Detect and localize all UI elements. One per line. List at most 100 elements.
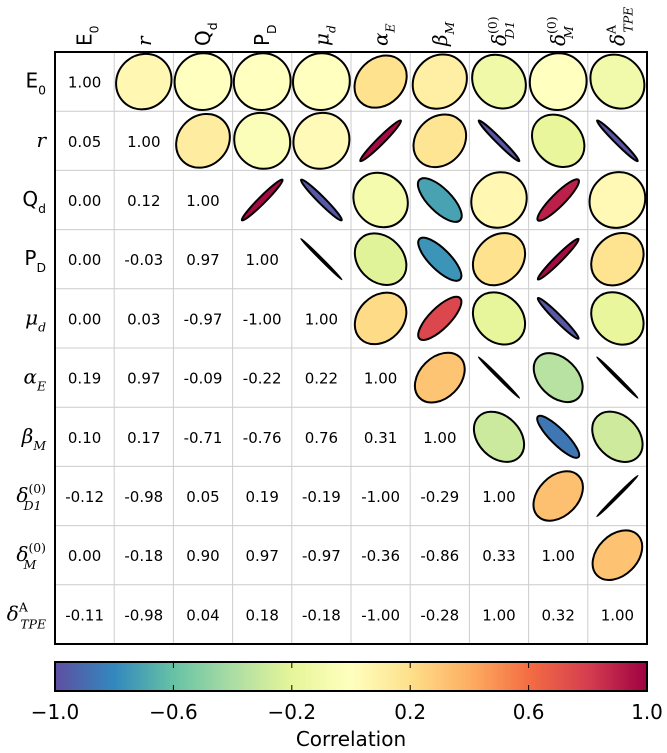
variable-label: PD	[250, 24, 279, 46]
correlation-ellipse	[352, 171, 409, 229]
colorbar: −1.0 −0.6 −0.2 0.2 0.6 1.0 Correlation	[31, 661, 663, 751]
cell-value: 1.00	[601, 606, 634, 624]
cell-value: 0.97	[127, 370, 160, 388]
correlation-ellipse	[536, 414, 581, 459]
cell-value: -0.11	[65, 606, 104, 624]
correlation-ellipse	[536, 296, 580, 340]
matrix-cells: 1.00 0.05 1.00 0.00 0.12 1.00 0.00 -0.03 0.97 1.0…	[65, 52, 647, 624]
variable-label: δ(0) M	[16, 540, 46, 572]
cell-value: -0.22	[243, 370, 282, 388]
correlation-ellipse	[292, 111, 351, 170]
correlation-ellipse	[412, 113, 468, 169]
variable-label: δ(0) D1	[485, 16, 517, 46]
cell-value: -0.98	[124, 488, 163, 506]
grid-lines	[55, 52, 647, 644]
variable-label: δ(0) D1	[16, 481, 46, 513]
cell-value: -0.28	[420, 606, 459, 624]
cell-value: 1.00	[482, 606, 515, 624]
cell-value: -0.86	[420, 547, 459, 565]
cell-value: 0.31	[364, 429, 397, 447]
variable-label: μd	[25, 305, 46, 334]
colorbar-tick-label: 1.0	[631, 700, 663, 724]
cell-value: -0.18	[302, 606, 341, 624]
correlation-ellipse	[470, 171, 528, 229]
correlation-ellipse	[528, 52, 588, 111]
variable-label: βM	[21, 424, 47, 453]
colorbar-tick-label: 0.2	[394, 700, 426, 724]
colorbar-tick-label: 0.6	[513, 700, 545, 724]
correlation-ellipse	[115, 52, 173, 111]
cell-value: 0.00	[68, 192, 101, 210]
correlation-ellipse	[596, 119, 639, 163]
correlation-ellipse	[232, 52, 292, 111]
cell-value: 1.00	[541, 547, 574, 565]
colorbar-tick-label: −0.2	[268, 700, 317, 724]
correlation-ellipse	[417, 295, 463, 341]
cell-value: -0.97	[184, 310, 223, 328]
cell-value: 0.22	[305, 370, 338, 388]
cell-value: 1.00	[482, 488, 515, 506]
cell-value: 0.18	[245, 606, 278, 624]
variable-label: r	[36, 128, 47, 152]
cell-value: 0.05	[186, 488, 219, 506]
cell-value: 0.33	[482, 547, 515, 565]
cell-value: 1.00	[423, 429, 456, 447]
variable-label: αE	[23, 365, 46, 394]
cell-value: 1.00	[305, 310, 338, 328]
cell-value: 1.00	[68, 74, 101, 92]
cell-value: -0.36	[361, 547, 400, 565]
correlation-ellipse	[292, 52, 351, 111]
cell-value: 0.00	[68, 310, 101, 328]
cell-value: -0.29	[420, 488, 459, 506]
colorbar-gradient	[54, 661, 648, 692]
colorbar-tick-label: −0.6	[149, 700, 198, 724]
correlation-ellipse	[300, 237, 343, 281]
variable-label: Qd	[22, 187, 46, 216]
correlation-ellipse	[413, 351, 466, 404]
correlation-ellipse	[353, 291, 408, 346]
correlation-ellipse	[299, 178, 343, 222]
correlation-ellipse	[471, 232, 527, 287]
cell-value: 0.03	[127, 310, 160, 328]
correlation-ellipse	[532, 352, 584, 404]
correlation-ellipse	[591, 410, 644, 463]
correlation-ellipse	[416, 177, 463, 223]
correlation-ellipse	[596, 474, 639, 518]
axis-labels: E0 E0 r r Qd Qd PD PD μd μd αE αE βM βM δ(0) D1 δ(0) D1 δ(…	[7, 7, 636, 632]
cell-value: 0.00	[68, 547, 101, 565]
cell-value: 0.19	[245, 488, 278, 506]
cell-value: -0.18	[124, 547, 163, 565]
cell-value: 0.04	[186, 606, 219, 624]
cell-value: 0.97	[186, 251, 219, 269]
variable-label: Qd	[191, 22, 220, 46]
correlation-ellipse	[589, 53, 646, 110]
correlation-ellipse	[240, 178, 284, 222]
cell-value: -0.03	[124, 251, 163, 269]
cell-value: -1.00	[243, 310, 282, 328]
correlation-ellipse	[411, 53, 468, 110]
cell-value: -1.00	[361, 488, 400, 506]
variable-label: μd	[309, 25, 338, 46]
cell-value: -0.71	[184, 429, 223, 447]
colorbar-tick-label: −1.0	[31, 700, 80, 724]
variable-label: E0	[25, 69, 46, 98]
cell-value: -0.76	[243, 429, 282, 447]
correlation-ellipse	[477, 356, 521, 399]
cell-value: 0.00	[68, 251, 101, 269]
cell-value: 1.00	[186, 192, 219, 210]
cell-value: -0.12	[65, 488, 104, 506]
correlation-ellipse	[233, 111, 292, 170]
cell-value: 0.32	[541, 606, 574, 624]
correlation-ellipse	[173, 52, 233, 111]
cell-value: 0.10	[68, 429, 101, 447]
correlation-ellipse	[359, 119, 403, 163]
correlation-ellipse	[590, 291, 645, 346]
correlation-ellipse	[596, 356, 639, 399]
correlation-ellipse	[353, 54, 408, 109]
correlation-ellipse	[471, 291, 527, 346]
cell-value: -0.19	[302, 488, 341, 506]
cell-value: 0.12	[127, 192, 160, 210]
cell-value: 0.17	[127, 429, 160, 447]
cell-value: -0.97	[302, 547, 341, 565]
